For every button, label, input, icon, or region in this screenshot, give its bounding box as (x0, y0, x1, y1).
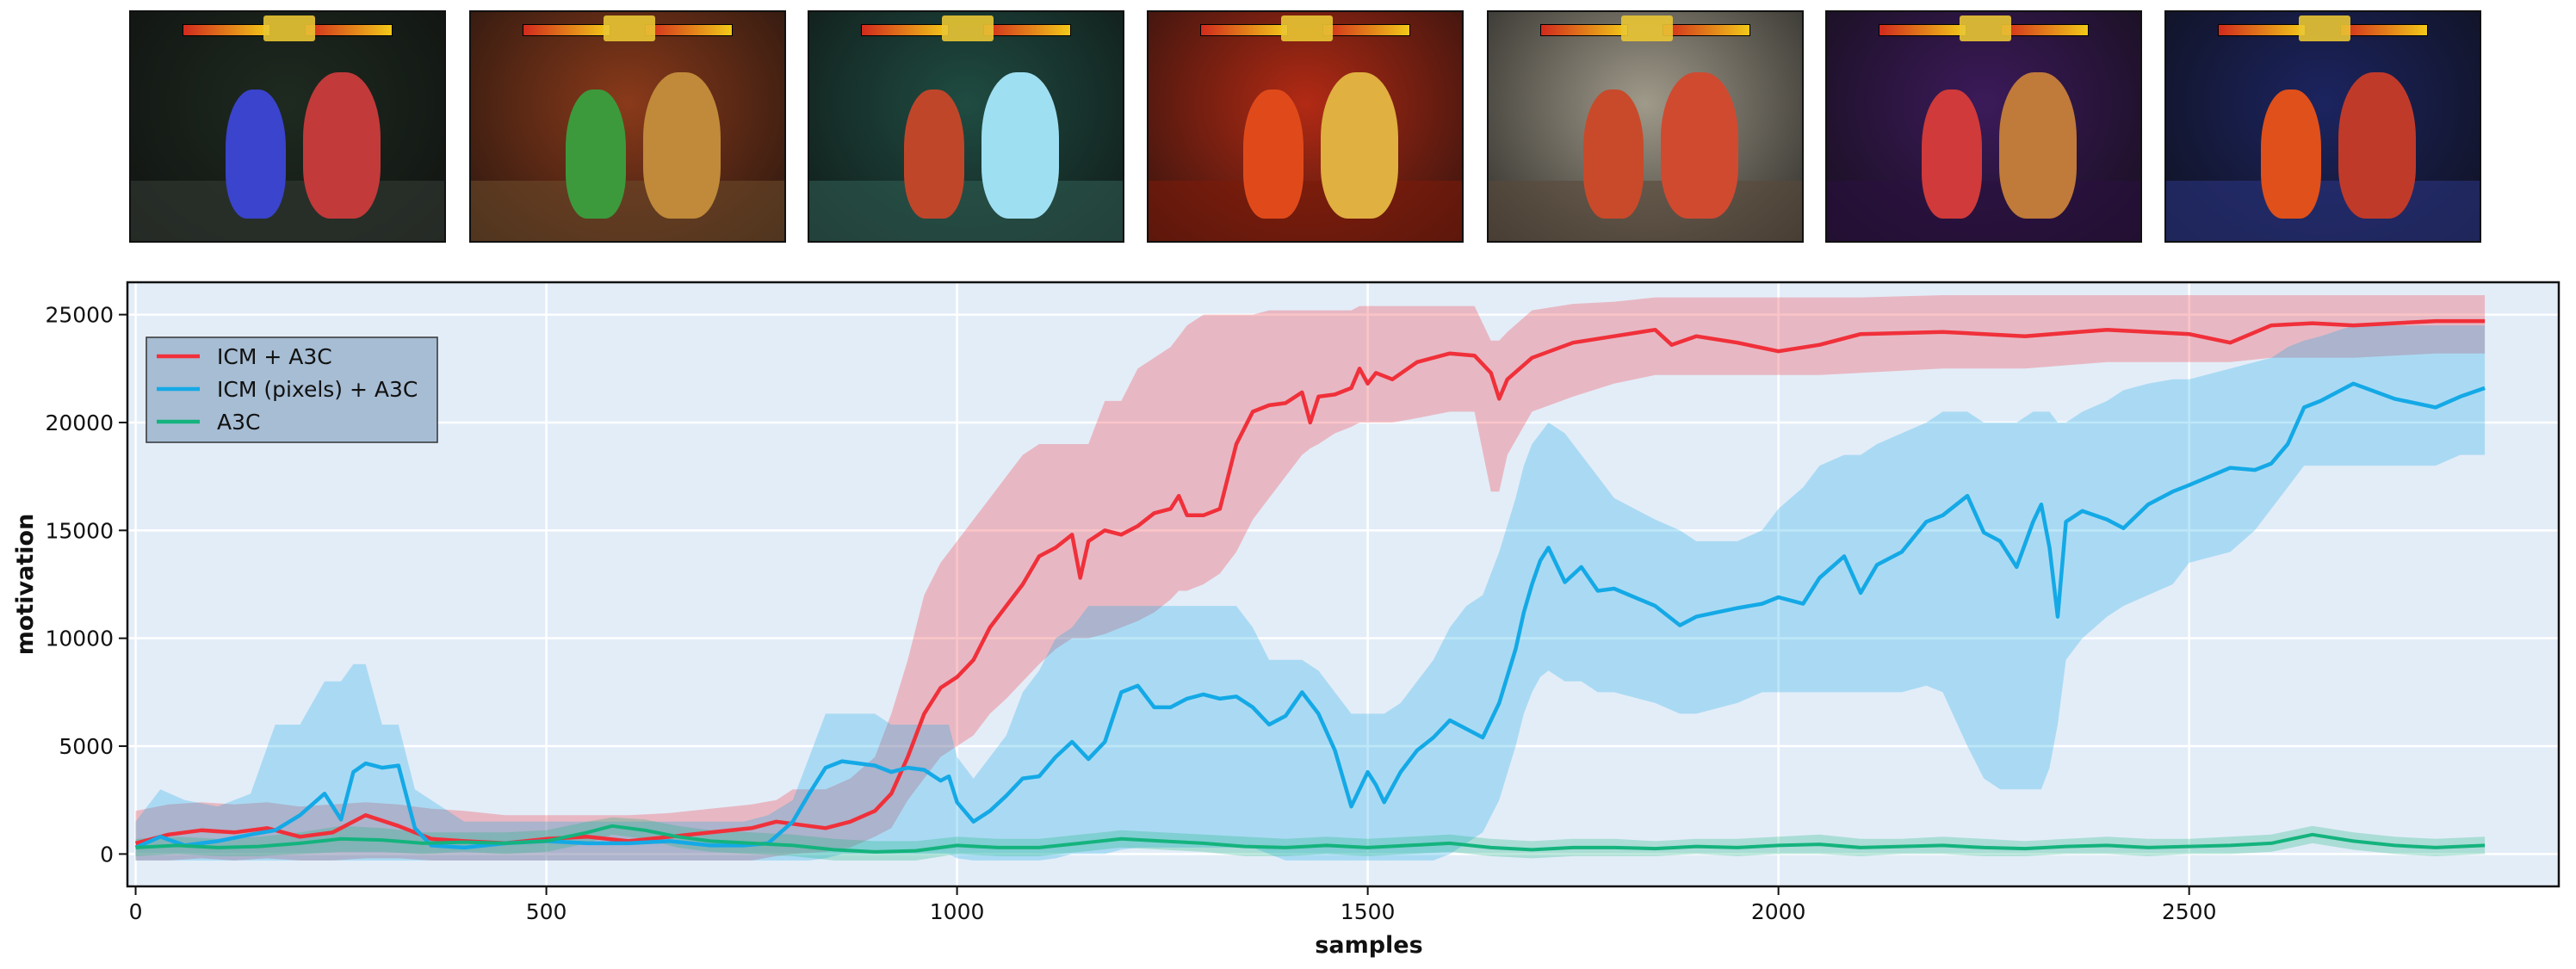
legend-entry: ICM + A3C (217, 344, 332, 369)
y-tick-label: 0 (100, 842, 114, 867)
y-axis-label: motivation (12, 514, 39, 656)
y-tick-label: 20000 (45, 410, 114, 435)
line-a3c (135, 824, 2486, 854)
line-icm-a3c (134, 318, 2486, 846)
band-icm-a3c (135, 295, 2486, 861)
series-group (134, 295, 2486, 861)
game-frame-thumbnail (129, 10, 446, 243)
band-a3c (135, 817, 2486, 861)
game-frame-thumbnail (2164, 10, 2481, 243)
line-icm-pixels-a3c (134, 381, 2486, 850)
x-tick-label: 1500 (1341, 899, 1396, 924)
legend-entry: ICM (pixels) + A3C (217, 377, 418, 402)
x-tick-label: 2500 (2162, 899, 2217, 924)
x-tick-label: 2000 (1751, 899, 1806, 924)
game-frame-thumbnail (1825, 10, 2142, 243)
y-tick-label: 10000 (45, 626, 114, 651)
legend-entry: A3C (217, 410, 260, 435)
chart-svg: 0 500 1000 1500 2000 250005000100001500020000… (12, 281, 2561, 959)
y-tick-label: 15000 (45, 518, 114, 543)
game-frame-thumbnail (469, 10, 786, 243)
y-tick-label: 5000 (59, 734, 114, 759)
y-tick-label: 25000 (45, 303, 114, 328)
game-frame-thumbnail (1147, 10, 1464, 243)
x-tick-label: 1000 (930, 899, 985, 924)
plot-area (127, 282, 2559, 886)
game-frames-strip (0, 0, 2576, 258)
game-frame-thumbnail (1487, 10, 1804, 243)
x-axis-label: samples (1315, 932, 1422, 959)
x-tick-label: 500 (526, 899, 567, 924)
band-icm-pixels-a3c (135, 325, 2486, 861)
x-tick-label: 0 (129, 899, 143, 924)
plot-frame (126, 281, 2561, 888)
motivation-chart: 0 500 1000 1500 2000 2500 0 5000 10000 15000 20000… (0, 258, 2576, 969)
game-frame-thumbnail (808, 10, 1124, 243)
